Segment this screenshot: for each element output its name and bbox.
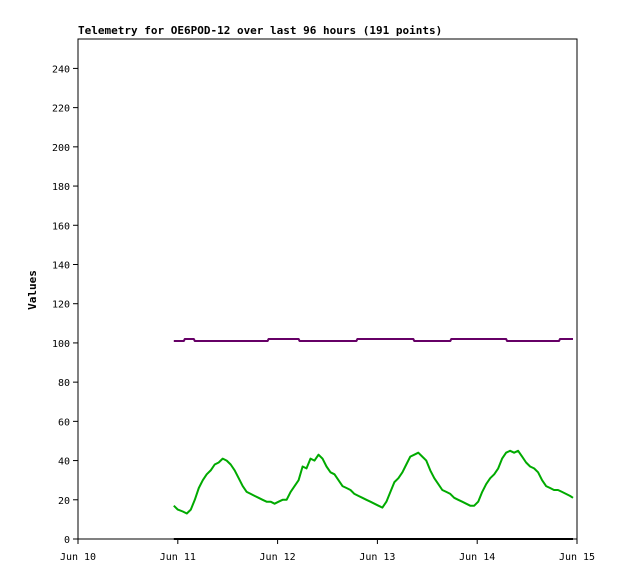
y-tick-label: 40: [58, 457, 70, 468]
x-tick-label: Jun 14: [459, 552, 495, 563]
y-tick-label: 240: [52, 64, 70, 75]
y-axis-ticks: 0 20 40 60 80 100 120 140 160 180 200 220 240: [52, 64, 78, 546]
y-tick-label: 0: [64, 535, 70, 546]
y-tick-label: 160: [52, 221, 70, 232]
series-line-1: [173, 449, 574, 515]
y-tick-label: 80: [58, 378, 70, 389]
y-tick-label: 60: [58, 417, 70, 428]
x-tick-label: Jun 13: [359, 552, 395, 563]
y-tick-label: 200: [52, 143, 70, 154]
series-layer: [173, 338, 574, 540]
y-tick-label: 120: [52, 300, 70, 311]
x-tick-label: Jun 11: [160, 552, 196, 563]
chart-title: Telemetry for OE6POD-12 over last 96 hou…: [78, 24, 442, 37]
x-tick-label: Jun 12: [260, 552, 296, 563]
plot-frame: [77, 38, 578, 540]
y-tick-label: 140: [52, 260, 70, 271]
y-tick-label: 100: [52, 339, 70, 350]
x-tick-label: Jun 10: [60, 552, 96, 563]
x-axis-ticks: Jun 10 Jun 11 Jun 12 Jun 13 Jun 14 Jun 15: [60, 539, 595, 563]
y-tick-label: 180: [52, 182, 70, 193]
y-tick-label: 20: [58, 496, 70, 507]
y-axis-label: Values: [26, 270, 39, 310]
y-tick-label: 220: [52, 104, 70, 115]
series-line-0: [173, 338, 573, 342]
x-tick-label: Jun 15: [559, 552, 595, 563]
